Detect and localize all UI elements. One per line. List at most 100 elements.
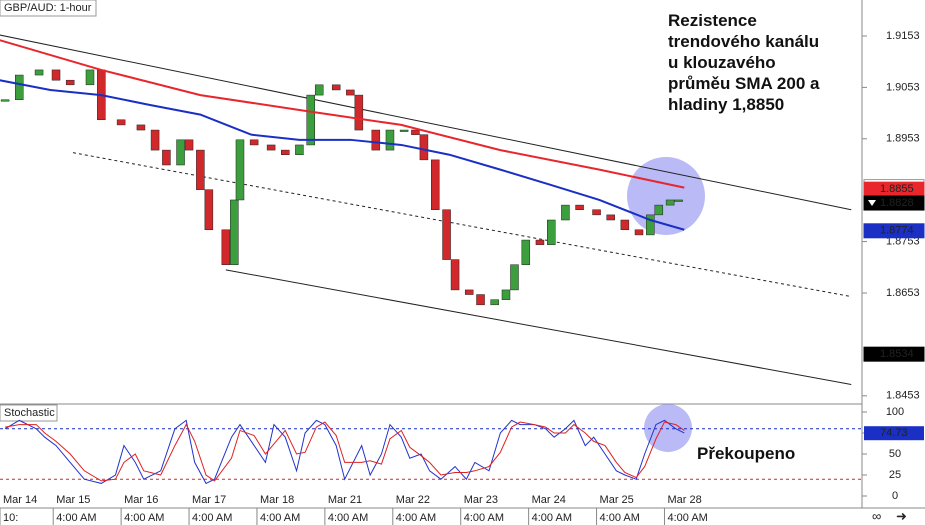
price-badge [863, 195, 925, 211]
x-tick-label: Mar 25 [600, 494, 634, 506]
annotation: trendového kanálu [668, 32, 819, 51]
sma-line [0, 79, 685, 231]
candle [116, 119, 126, 126]
candle [314, 84, 324, 96]
chart-title: GBP/AUD: 1-hour [4, 2, 92, 14]
x-tick-label: 4:00 AM [124, 512, 164, 524]
title-box [0, 404, 58, 422]
y-tick-label: 1.8453 [886, 390, 920, 402]
badge-label: 74.73 [880, 427, 908, 439]
badge-label: 1.8534 [880, 348, 914, 360]
candle [306, 94, 315, 146]
channel-line [225, 269, 852, 385]
x-tick-label: 4:00 AM [192, 512, 232, 524]
candle [419, 134, 429, 161]
annotation: Rezistence [668, 11, 757, 30]
x-tick-label: 4:00 AM [464, 512, 504, 524]
channel-line [0, 34, 852, 211]
candle [204, 189, 214, 231]
x-tick-label: Mar 21 [328, 494, 362, 506]
candle [521, 239, 531, 265]
candle [184, 139, 194, 151]
candle [620, 219, 630, 231]
badge-label: 1.8828 [880, 197, 914, 209]
toolbar-icons: ∞ ➜ [872, 508, 907, 523]
x-tick-label: Mar 28 [667, 494, 701, 506]
y-tick-label: 1.9053 [886, 81, 920, 93]
candle [235, 139, 245, 201]
candle [281, 149, 290, 155]
candle [510, 264, 519, 291]
x-tick-label: 4:00 AM [532, 512, 572, 524]
highlight-circle [627, 157, 705, 235]
candle [371, 129, 381, 151]
candle [346, 89, 355, 96]
y-tick-label: 1.8953 [886, 133, 920, 145]
badge-label: 1.8774 [880, 225, 914, 237]
price-badge [863, 346, 925, 362]
candle [561, 204, 570, 221]
candle [85, 69, 95, 86]
x-tick-label: Mar 23 [464, 494, 498, 506]
price-badge [863, 223, 925, 239]
candle [176, 139, 185, 166]
candle [606, 214, 615, 221]
badge-label: 1.8855 [880, 183, 914, 195]
candle [547, 219, 556, 245]
candle [136, 124, 146, 131]
candle [634, 229, 644, 236]
candle [464, 289, 474, 295]
candle [411, 129, 420, 135]
y-tick-label: 50 [889, 448, 901, 460]
candle [646, 214, 655, 236]
highlight-circle [644, 404, 692, 452]
candle [266, 144, 276, 151]
candle [665, 199, 675, 206]
x-tick-label: Mar 14 [3, 494, 37, 506]
candle [501, 289, 511, 300]
candle [575, 204, 584, 210]
candle [51, 69, 61, 81]
annotation: u klouzavého [668, 53, 776, 72]
x-tick-label: 4:00 AM [56, 512, 96, 524]
arrow-icon[interactable]: ➜ [896, 508, 907, 523]
y-tick-label: 1.8753 [886, 236, 920, 248]
link-icon[interactable]: ∞ [872, 508, 881, 523]
annotation: průměu SMA 200 a [668, 74, 820, 93]
candle [230, 199, 239, 265]
candle [354, 94, 364, 131]
x-tick-label: 4:00 AM [396, 512, 436, 524]
x-tick-label: 4:00 AM [260, 512, 300, 524]
candle [385, 129, 395, 151]
y-tick-label: 1.9153 [886, 30, 920, 42]
candle [34, 69, 44, 76]
stochastic-line [4, 419, 685, 485]
x-tick-label: 10: [3, 512, 18, 524]
candle [674, 199, 683, 202]
x-tick-label: Mar 24 [532, 494, 566, 506]
candle [450, 259, 460, 291]
candle [221, 229, 231, 265]
candle [0, 99, 10, 102]
candle [535, 239, 545, 245]
x-tick-label: Mar 15 [56, 494, 90, 506]
candle [654, 204, 664, 216]
candle [295, 144, 304, 155]
candle [150, 129, 160, 151]
title-box [0, 0, 97, 17]
candle [490, 299, 499, 306]
sma-line [0, 39, 685, 189]
y-tick-label: 0 [892, 490, 898, 502]
x-tick-label: Mar 18 [260, 494, 294, 506]
marker [868, 200, 876, 207]
candle [592, 209, 601, 216]
panel-title: Stochastic [4, 407, 55, 419]
candle [65, 79, 75, 86]
y-tick-label: 1.8653 [886, 287, 920, 299]
candle [399, 129, 409, 132]
candle [249, 139, 259, 146]
x-tick-label: Mar 16 [124, 494, 158, 506]
stochastic-line [5, 421, 685, 482]
annotation: hladiny 1,8850 [668, 95, 784, 114]
